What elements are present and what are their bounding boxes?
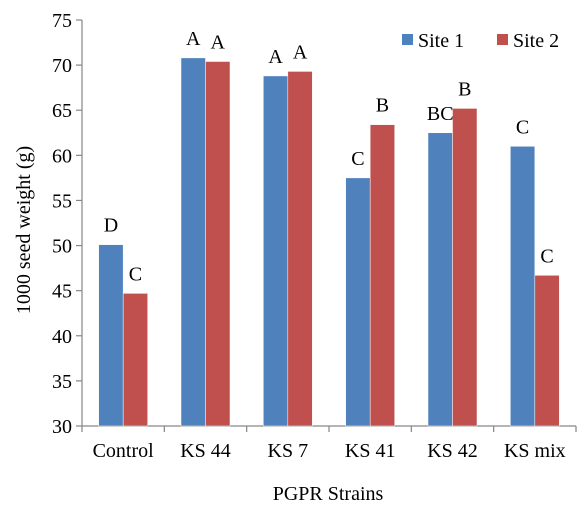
significance-letter: B — [458, 78, 471, 100]
significance-letter: C — [540, 245, 553, 267]
x-axis-label: PGPR Strains — [273, 483, 384, 505]
significance-letter: C — [129, 263, 142, 285]
bar-site-2 — [205, 61, 231, 427]
bar-site-1 — [427, 132, 453, 427]
y-axis: 30 35 40 45 50 55 60 65 70 75 — [52, 10, 83, 438]
bar-site-1 — [263, 75, 289, 427]
legend: Site 1 Site 2 — [402, 30, 559, 52]
significance-letter: A — [211, 32, 226, 54]
y-tick-label: 45 — [52, 281, 72, 303]
y-tick-label: 50 — [52, 236, 72, 258]
x-tick-label: Control — [93, 440, 155, 462]
y-tick-label: 30 — [52, 416, 72, 438]
significance-letter: D — [104, 215, 118, 237]
y-tick-label: 35 — [52, 371, 72, 393]
bar-site-2 — [122, 293, 148, 427]
legend-label-site-2: Site 2 — [513, 30, 559, 52]
significance-letter: B — [376, 95, 389, 117]
significance-letter: BC — [427, 103, 454, 125]
bar-site-1 — [98, 244, 124, 427]
x-tick-label: KS 7 — [268, 440, 309, 462]
bar-site-2 — [452, 108, 478, 427]
x-tick-label: KS 41 — [345, 440, 396, 462]
bar-site-2 — [534, 275, 560, 427]
bar-site-2 — [369, 124, 395, 427]
x-axis: Control KS 44 KS 7 KS 41 KS 42 KS mix — [81, 425, 577, 462]
y-tick-label: 60 — [52, 145, 72, 167]
y-tick-label: 70 — [52, 55, 72, 77]
y-tick-label: 65 — [52, 100, 72, 122]
bars — [98, 57, 560, 427]
significance-letter: A — [186, 28, 201, 50]
significance-letter: A — [293, 41, 308, 63]
legend-label-site-1: Site 1 — [418, 30, 464, 52]
y-tick-label: 40 — [52, 326, 72, 348]
y-tick-label: 55 — [52, 190, 72, 212]
significance-letter: C — [351, 148, 364, 170]
bar-site-1 — [510, 146, 536, 427]
significance-letter: C — [516, 116, 529, 138]
legend-swatch-site-1 — [402, 34, 413, 45]
y-tick-label: 75 — [52, 10, 72, 32]
bar-site-2 — [287, 71, 313, 427]
significance-letter: A — [268, 46, 283, 68]
y-axis-label: 1000 seed weight (g) — [13, 146, 35, 314]
x-tick-label: KS mix — [504, 440, 566, 462]
x-tick-label: KS 44 — [180, 440, 231, 462]
legend-swatch-site-2 — [497, 34, 508, 45]
bar-site-1 — [180, 57, 206, 427]
x-tick-label: KS 42 — [427, 440, 478, 462]
bar-site-1 — [345, 177, 371, 427]
